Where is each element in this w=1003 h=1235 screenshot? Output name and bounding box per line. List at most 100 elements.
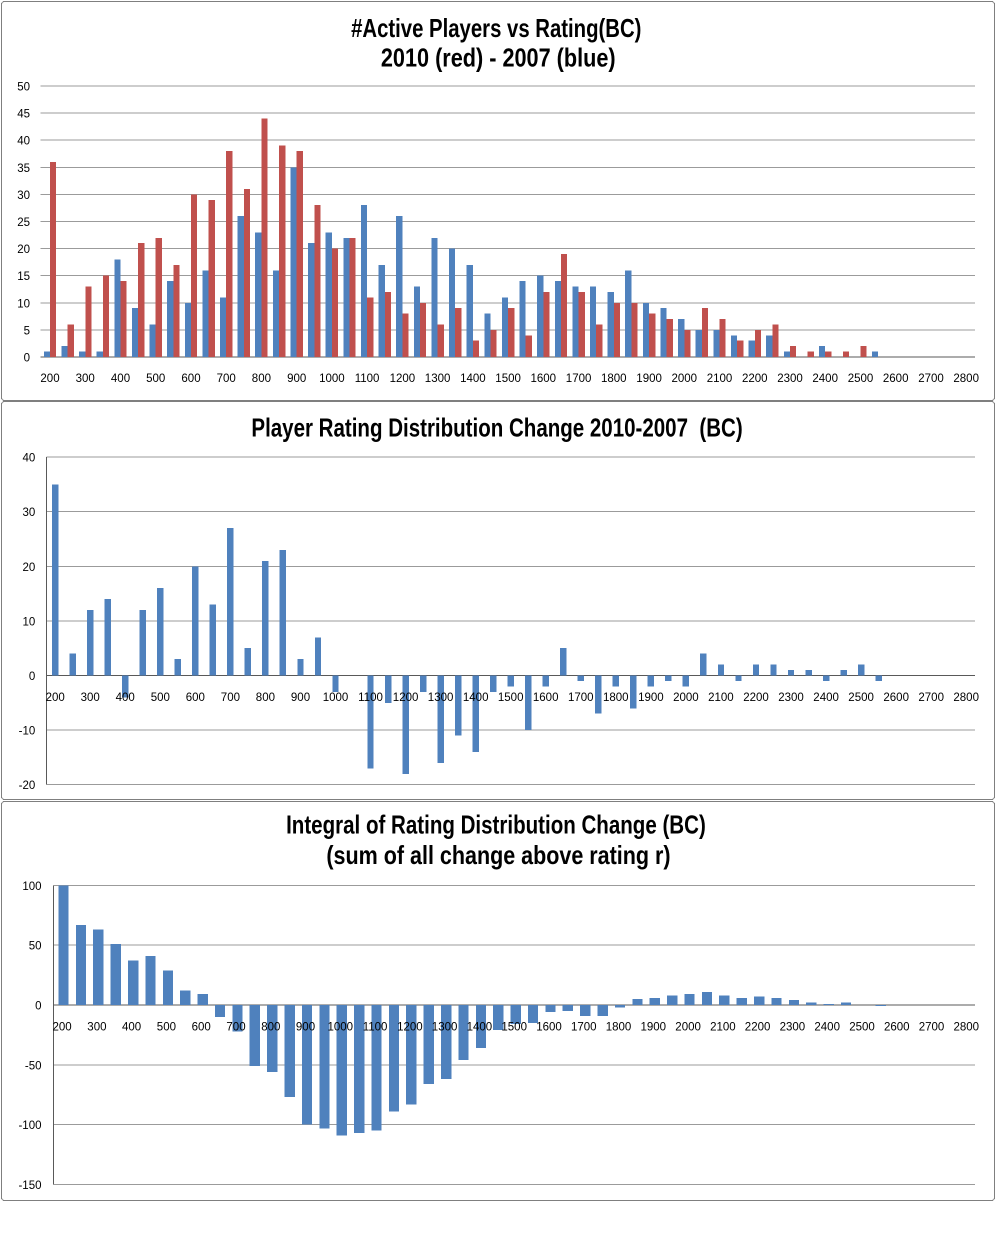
svg-text:700: 700 xyxy=(226,1021,245,1033)
svg-text:2200: 2200 xyxy=(743,692,769,704)
svg-text:600: 600 xyxy=(192,1021,211,1033)
svg-text:1300: 1300 xyxy=(428,692,454,704)
svg-text:2300: 2300 xyxy=(777,373,803,385)
svg-text:20: 20 xyxy=(17,244,30,256)
svg-text:Player Rating Distribution Cha: Player Rating Distribution Change 2010-2… xyxy=(251,413,742,443)
svg-text:2800: 2800 xyxy=(953,692,979,704)
svg-text:2000: 2000 xyxy=(675,1021,701,1033)
svg-text:2200: 2200 xyxy=(745,1021,771,1033)
svg-text:1900: 1900 xyxy=(638,692,664,704)
svg-text:1800: 1800 xyxy=(601,373,627,385)
svg-text:-150: -150 xyxy=(18,1180,41,1192)
svg-text:1200: 1200 xyxy=(390,373,416,385)
svg-text:(sum of all change above ratin: (sum of all change above rating r) xyxy=(326,840,670,870)
svg-text:35: 35 xyxy=(17,163,30,175)
svg-text:25: 25 xyxy=(17,217,30,229)
svg-text:2100: 2100 xyxy=(707,373,733,385)
svg-text:2700: 2700 xyxy=(918,373,944,385)
svg-text:1500: 1500 xyxy=(495,373,521,385)
svg-text:200: 200 xyxy=(46,692,65,704)
svg-text:600: 600 xyxy=(186,692,205,704)
svg-text:1900: 1900 xyxy=(641,1021,667,1033)
svg-text:2700: 2700 xyxy=(918,692,944,704)
svg-text:1700: 1700 xyxy=(571,1021,597,1033)
svg-text:500: 500 xyxy=(151,692,170,704)
svg-text:40: 40 xyxy=(17,136,30,148)
svg-text:1500: 1500 xyxy=(498,692,524,704)
svg-text:1100: 1100 xyxy=(363,1021,388,1033)
svg-text:800: 800 xyxy=(256,692,275,704)
svg-text:0: 0 xyxy=(35,1001,41,1013)
svg-text:2200: 2200 xyxy=(742,373,768,385)
svg-text:1200: 1200 xyxy=(393,692,419,704)
svg-text:0: 0 xyxy=(29,671,35,683)
svg-text:2800: 2800 xyxy=(954,1021,980,1033)
svg-text:1000: 1000 xyxy=(328,1021,354,1033)
svg-text:#Active Players vs Rating(BC): #Active Players vs Rating(BC) xyxy=(351,13,641,43)
svg-text:2500: 2500 xyxy=(849,1021,875,1033)
svg-text:2000: 2000 xyxy=(673,692,699,704)
svg-text:2600: 2600 xyxy=(884,1021,910,1033)
svg-text:400: 400 xyxy=(116,692,135,704)
svg-text:1600: 1600 xyxy=(536,1021,562,1033)
svg-text:800: 800 xyxy=(252,373,271,385)
svg-text:1200: 1200 xyxy=(397,1021,423,1033)
svg-text:10: 10 xyxy=(17,298,30,310)
svg-text:1100: 1100 xyxy=(355,373,380,385)
svg-text:300: 300 xyxy=(87,1021,106,1033)
svg-text:15: 15 xyxy=(17,271,30,283)
svg-text:1600: 1600 xyxy=(531,373,557,385)
svg-text:1400: 1400 xyxy=(460,373,486,385)
svg-text:1600: 1600 xyxy=(533,692,559,704)
svg-text:500: 500 xyxy=(146,373,165,385)
svg-text:900: 900 xyxy=(296,1021,315,1033)
svg-text:1400: 1400 xyxy=(463,692,489,704)
svg-text:1500: 1500 xyxy=(501,1021,527,1033)
svg-text:50: 50 xyxy=(17,82,30,94)
svg-text:1000: 1000 xyxy=(323,692,349,704)
svg-text:0: 0 xyxy=(24,353,30,365)
svg-text:900: 900 xyxy=(291,692,310,704)
svg-text:600: 600 xyxy=(181,373,200,385)
svg-text:2600: 2600 xyxy=(883,373,909,385)
svg-text:2300: 2300 xyxy=(778,692,804,704)
svg-text:1700: 1700 xyxy=(566,373,592,385)
svg-text:100: 100 xyxy=(22,881,41,893)
svg-text:2700: 2700 xyxy=(919,1021,945,1033)
svg-text:-10: -10 xyxy=(19,726,36,738)
svg-text:2500: 2500 xyxy=(848,692,874,704)
svg-text:2400: 2400 xyxy=(813,692,839,704)
svg-text:200: 200 xyxy=(40,373,59,385)
svg-text:800: 800 xyxy=(261,1021,280,1033)
svg-text:Integral of Rating Distributio: Integral of Rating Distribution Change (… xyxy=(286,809,706,839)
svg-text:1300: 1300 xyxy=(425,373,451,385)
svg-text:30: 30 xyxy=(17,190,30,202)
svg-text:45: 45 xyxy=(17,109,30,121)
svg-text:40: 40 xyxy=(23,453,36,465)
svg-text:700: 700 xyxy=(217,373,236,385)
svg-text:2100: 2100 xyxy=(710,1021,736,1033)
svg-text:2300: 2300 xyxy=(780,1021,806,1033)
svg-text:900: 900 xyxy=(287,373,306,385)
svg-text:500: 500 xyxy=(157,1021,176,1033)
svg-text:400: 400 xyxy=(122,1021,141,1033)
svg-text:1400: 1400 xyxy=(467,1021,493,1033)
svg-text:5: 5 xyxy=(24,325,30,337)
svg-text:1000: 1000 xyxy=(319,373,345,385)
svg-text:400: 400 xyxy=(111,373,130,385)
svg-text:2500: 2500 xyxy=(848,373,874,385)
svg-text:2010 (red) - 2007 (blue): 2010 (red) - 2007 (blue) xyxy=(381,43,616,73)
svg-text:700: 700 xyxy=(221,692,240,704)
svg-text:50: 50 xyxy=(29,941,42,953)
svg-text:-100: -100 xyxy=(18,1120,41,1132)
svg-text:10: 10 xyxy=(23,616,36,628)
svg-text:2400: 2400 xyxy=(812,373,838,385)
svg-text:1800: 1800 xyxy=(603,692,629,704)
svg-text:-50: -50 xyxy=(25,1060,42,1072)
svg-text:200: 200 xyxy=(53,1021,72,1033)
svg-text:1900: 1900 xyxy=(636,373,662,385)
svg-text:2400: 2400 xyxy=(814,1021,840,1033)
svg-text:1300: 1300 xyxy=(432,1021,458,1033)
svg-text:300: 300 xyxy=(76,373,95,385)
svg-text:30: 30 xyxy=(23,507,36,519)
